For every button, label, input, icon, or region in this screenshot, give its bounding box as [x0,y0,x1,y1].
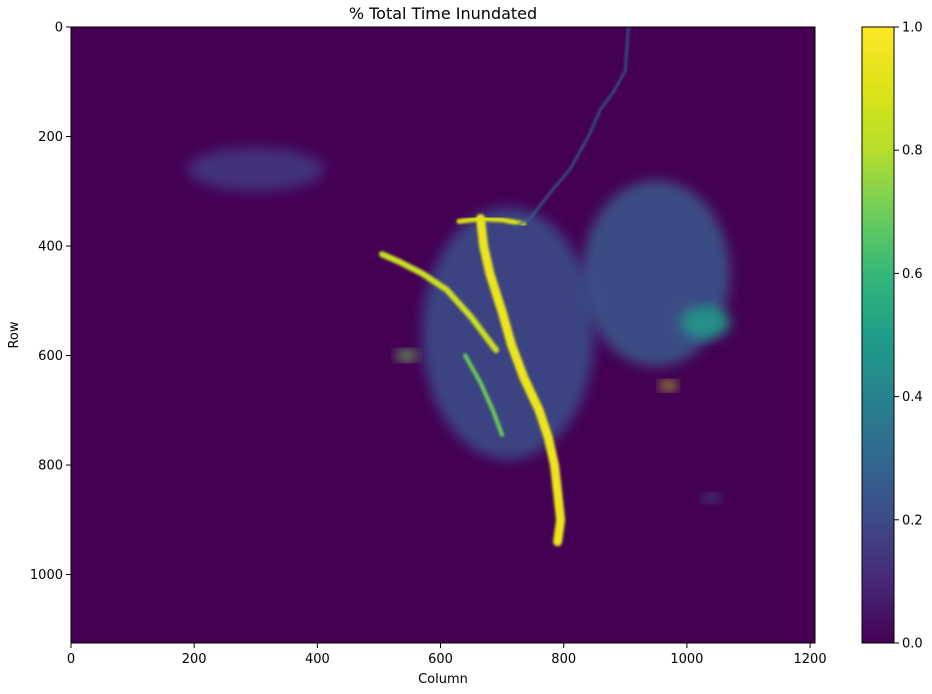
x-tick-label: 600 [428,652,453,667]
plot-frame [70,26,816,644]
x-tick-label: 800 [551,652,576,667]
y-axis: 0 200 400 600 800 1000 [30,21,71,583]
feature-west-lobe [379,251,499,354]
x-axis: 0 200 400 600 800 1000 1200 [67,643,827,667]
x-tick-label: 400 [305,652,330,667]
y-tick-label: 200 [38,130,63,145]
y-tick-label: 400 [38,240,63,255]
feature-main-channel [476,214,566,547]
colorbar-tick-label: 0.4 [902,390,923,405]
colorbar-tick-label: 1.0 [902,21,923,36]
y-tick-label: 1000 [30,568,63,583]
feature-main-channel-upper [456,216,527,227]
x-tick-label: 200 [182,652,207,667]
x-tick-label: 1000 [670,652,703,667]
colorbar-tick-label: 0.0 [902,637,923,652]
patch-southeast-spot [702,493,721,503]
x-tick-label: 1200 [794,652,827,667]
chart-title: % Total Time Inundated [349,4,537,23]
colorbar [861,26,895,644]
colorbar-tick-label: 0.8 [902,144,923,159]
colorbar-tick-label: 0.2 [902,513,923,528]
patch-east-spot [659,380,678,391]
feature-north-river [513,27,630,228]
patch-west-spot [395,350,418,362]
y-tick-label: 800 [38,459,63,474]
patch-northwest-fringe [188,147,324,192]
heatmap-features [188,27,731,547]
colorbar-axis: 0.0 0.2 0.4 0.6 0.8 1.0 [894,21,923,652]
colorbar-tick-label: 0.6 [902,267,923,282]
y-tick-label: 0 [55,21,63,36]
x-axis-label: Column [418,672,468,687]
patch-east-edge [680,306,731,340]
y-tick-label: 600 [38,349,63,364]
y-axis-label: Row [7,321,22,348]
feature-southwest-tongue [463,353,505,437]
x-tick-label: 0 [67,652,75,667]
